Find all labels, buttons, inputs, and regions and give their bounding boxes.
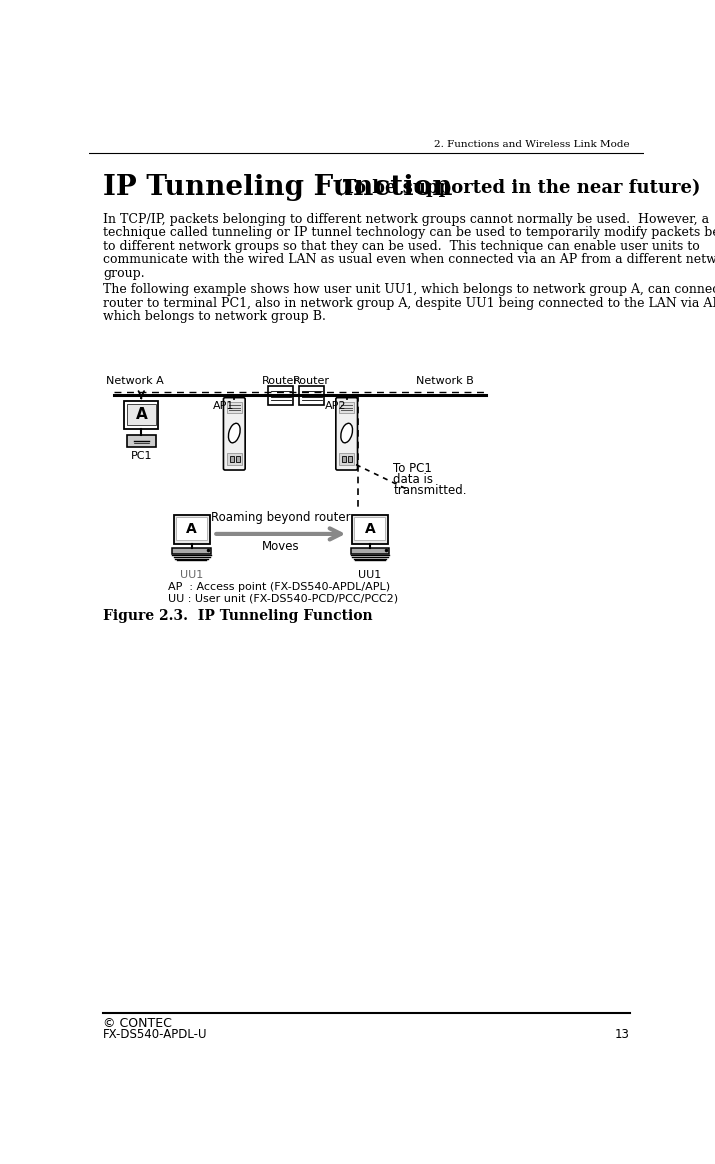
Text: communicate with the wired LAN as usual even when connected via an AP from a dif: communicate with the wired LAN as usual …: [104, 254, 715, 267]
Text: Figure 2.3.  IP Tunneling Function: Figure 2.3. IP Tunneling Function: [104, 610, 373, 624]
FancyBboxPatch shape: [348, 456, 352, 462]
Text: © CONTEC: © CONTEC: [104, 1016, 172, 1030]
FancyBboxPatch shape: [339, 403, 355, 413]
FancyBboxPatch shape: [350, 548, 389, 554]
Text: technique called tunneling or IP tunnel technology can be used to temporarily mo: technique called tunneling or IP tunnel …: [104, 226, 715, 240]
Text: UU1: UU1: [180, 570, 203, 580]
FancyBboxPatch shape: [336, 398, 358, 470]
FancyBboxPatch shape: [339, 453, 355, 466]
FancyBboxPatch shape: [355, 517, 385, 540]
FancyBboxPatch shape: [268, 386, 293, 405]
Text: A: A: [187, 521, 197, 535]
FancyBboxPatch shape: [127, 434, 156, 447]
Text: Network B: Network B: [416, 376, 474, 386]
FancyBboxPatch shape: [227, 453, 242, 466]
Ellipse shape: [229, 424, 240, 442]
FancyBboxPatch shape: [176, 517, 207, 540]
FancyBboxPatch shape: [352, 514, 388, 544]
FancyBboxPatch shape: [230, 456, 234, 462]
Text: router to terminal PC1, also in network group A, despite UU1 being connected to : router to terminal PC1, also in network …: [104, 297, 715, 310]
Text: to different network groups so that they can be used.  This technique can enable: to different network groups so that they…: [104, 240, 700, 253]
FancyBboxPatch shape: [227, 403, 242, 413]
Text: UU1: UU1: [358, 570, 382, 580]
FancyBboxPatch shape: [174, 514, 209, 544]
Ellipse shape: [341, 424, 352, 442]
Text: IP Tunneling Function: IP Tunneling Function: [104, 173, 453, 201]
FancyBboxPatch shape: [172, 548, 211, 554]
Text: Network A: Network A: [107, 376, 164, 386]
Text: Roaming beyond router: Roaming beyond router: [211, 511, 350, 524]
FancyBboxPatch shape: [127, 404, 156, 425]
Text: transmitted.: transmitted.: [393, 484, 467, 497]
FancyBboxPatch shape: [342, 456, 346, 462]
FancyBboxPatch shape: [124, 402, 158, 430]
Text: data is: data is: [393, 473, 433, 487]
Text: which belongs to network group B.: which belongs to network group B.: [104, 311, 326, 324]
Text: 2. Functions and Wireless Link Mode: 2. Functions and Wireless Link Mode: [434, 140, 629, 149]
Text: A: A: [365, 521, 375, 535]
Text: AP2: AP2: [325, 400, 347, 411]
Text: Router: Router: [262, 376, 300, 386]
FancyBboxPatch shape: [236, 456, 240, 462]
Text: In TCP/IP, packets belonging to different network groups cannot normally be used: In TCP/IP, packets belonging to differen…: [104, 213, 709, 226]
Text: PC1: PC1: [131, 450, 152, 461]
FancyBboxPatch shape: [300, 386, 324, 405]
FancyBboxPatch shape: [224, 398, 245, 470]
Text: 13: 13: [615, 1028, 629, 1042]
Text: Router: Router: [293, 376, 330, 386]
Text: AP1: AP1: [212, 400, 234, 411]
Text: UU : User unit (FX-DS540-PCD/PCC/PCC2): UU : User unit (FX-DS540-PCD/PCC/PCC2): [169, 594, 398, 603]
Text: FX-DS540-APDL-U: FX-DS540-APDL-U: [104, 1028, 208, 1042]
Text: To PC1: To PC1: [393, 462, 432, 475]
Text: group.: group.: [104, 267, 145, 279]
Text: (To be supported in the near future): (To be supported in the near future): [328, 178, 701, 197]
Text: Moves: Moves: [262, 540, 300, 553]
Text: A: A: [135, 407, 147, 423]
Text: AP  : Access point (FX-DS540-APDL/APL): AP : Access point (FX-DS540-APDL/APL): [169, 582, 390, 592]
Text: The following example shows how user unit UU1, which belongs to network group A,: The following example shows how user uni…: [104, 283, 715, 297]
